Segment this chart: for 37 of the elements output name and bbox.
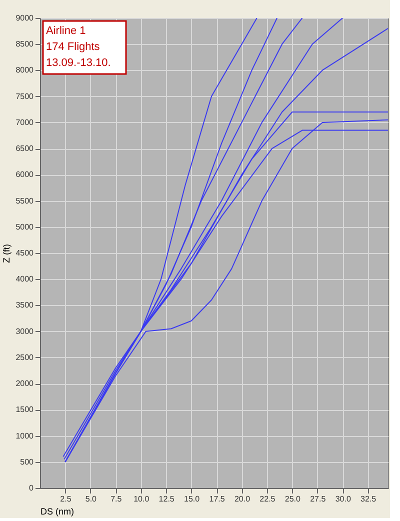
y-tick-label: 4000 [16,274,34,284]
y-tick-label: 1500 [16,405,34,414]
y-tick-label: 6500 [16,144,34,154]
y-tick-label: 8000 [16,66,34,75]
y-tick-label: 1000 [16,431,34,440]
x-tick-label: 27.5 [310,494,326,504]
y-tick-label: 2500 [16,352,34,362]
y-tick-label: 2000 [16,379,34,388]
x-tick-label: 32.5 [360,494,377,504]
y-tick-label: 500 [20,457,34,466]
y-tick-label: 5500 [16,196,34,206]
x-tick-label: 25.0 [284,494,302,504]
y-tick-label: 0 [29,484,34,492]
x-tick-label: 15.0 [184,494,200,504]
y-tick-label: 9000 [16,14,34,22]
x-tick-label: 22.5 [260,494,276,504]
x-tick-label: 12.5 [158,494,175,504]
x-tick-label: 2.5 [60,494,72,504]
y-tick-label: 5000 [16,222,34,232]
annotation: 13.09.-13.10. [46,57,111,69]
annotation: Airline 1 [46,25,86,37]
x-tick-label: 7.5 [110,494,122,504]
x-tick-label: 20.0 [234,494,251,504]
y-axis-title: Z (ft) [2,244,12,263]
x-axis-title: DS (nm) [40,506,74,516]
x-tick-label: 17.5 [209,494,226,504]
x-tick-label: 10.0 [134,494,150,504]
y-tick-label: 4500 [16,248,34,258]
y-tick-label: 7000 [16,118,34,127]
y-tick-label: 6000 [16,170,34,180]
annotation: 174 Flights [46,41,100,53]
y-tick-label: 3500 [16,300,34,310]
y-tick-label: 7500 [16,92,34,101]
y-tick-label: 3000 [16,326,34,336]
x-tick-label: 30.0 [335,494,352,504]
x-tick-label: 5.0 [85,494,98,504]
y-tick-label: 8500 [16,40,34,49]
